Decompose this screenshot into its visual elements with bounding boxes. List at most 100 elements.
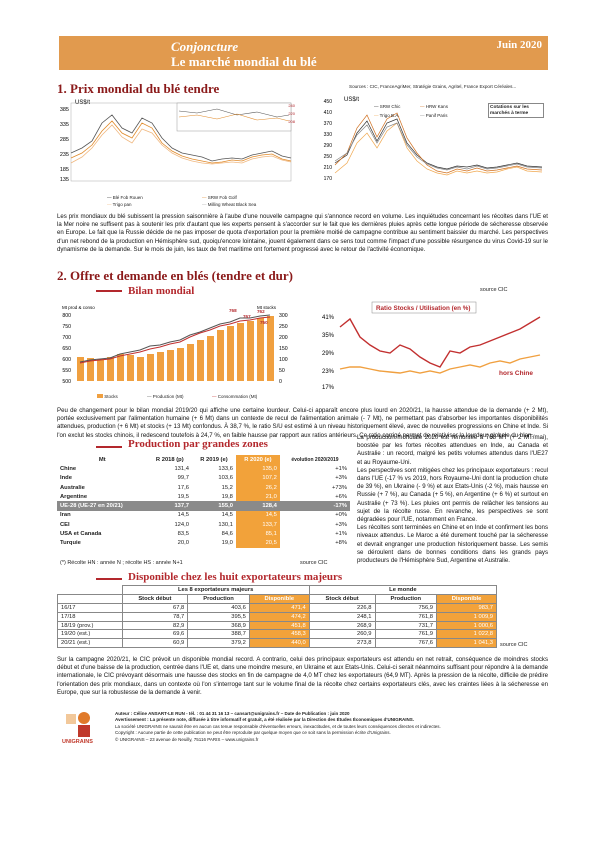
legend-consommation: — Consommation (Mt): [212, 394, 258, 399]
legend-trigo: — Trigo pan: [107, 202, 132, 207]
svg-text:240: 240: [288, 103, 295, 108]
header-title: Conjoncture: [171, 39, 239, 54]
sources-note: Sources : CIC, FranceAgriMer, Stratégie …: [349, 84, 517, 89]
zones-footnote: (*) Récolte HN : année N ; récolte HS : …: [60, 560, 183, 566]
svg-text:550: 550: [62, 368, 71, 374]
svg-text:hors Chine: hors Chine: [499, 370, 533, 377]
svg-text:210: 210: [324, 165, 333, 171]
header-subtitle: Le marché mondial du blé: [171, 54, 317, 69]
svg-text:410: 410: [324, 110, 333, 116]
legend-ble-rouen: — Blé Fob Rouen: [107, 195, 143, 200]
svg-text:41%: 41%: [322, 315, 335, 321]
svg-text:170: 170: [324, 176, 333, 182]
price-chart-2: US$/t 450 410 370 330 290 250 210 170 — SRW Chi…: [302, 93, 548, 213]
futures-note: Cotations sur les marchés à terme: [488, 103, 544, 118]
section1-paragraph: Les prix mondiaux du blé subissent la pr…: [57, 213, 548, 253]
svg-text:500: 500: [62, 379, 71, 385]
footer-text: Auteur : Céline ANSART-LE RUN - tél. : 0…: [115, 711, 441, 742]
legend-stocks: Stocks: [97, 394, 118, 399]
svg-text:Mt prod & conso: Mt prod & conso: [62, 305, 95, 310]
svg-text:762: 762: [257, 309, 265, 314]
legend-trigo-ba: — Trigo B.A.: [374, 113, 400, 118]
svg-text:23%: 23%: [322, 369, 335, 375]
table-row: USA et Canada 83,5 84,6 85,1 +1%: [60, 529, 347, 539]
dispo-title: Disponible chez les huit exportateurs ma…: [128, 571, 343, 583]
svg-text:768: 768: [229, 308, 237, 313]
table-row: 19/20 (est.) 69,6 388,7 458,3 260,9 761,9 1 02…: [57, 629, 497, 640]
header-banner: Conjoncture Le marché mondial du blé Jui…: [59, 36, 548, 70]
svg-text:700: 700: [62, 335, 71, 341]
svg-text:800: 800: [62, 313, 71, 319]
table-row: Australie 17,6 15,2 26,2 +73%: [60, 482, 347, 493]
svg-text:650: 650: [62, 346, 71, 352]
bilan-chart: Mt prod & conso Mt stocks 800 750 700 650 600…: [57, 302, 297, 404]
svg-text:300: 300: [279, 313, 288, 319]
section2-paragraph: Peu de changement pour le bilan mondial …: [57, 407, 548, 439]
svg-text:200: 200: [279, 335, 288, 341]
svg-text:185: 185: [60, 167, 69, 173]
zones-source: source CIC: [300, 560, 328, 566]
svg-text:100: 100: [279, 357, 288, 363]
footer-logo: UNIGRAINS: [62, 712, 102, 748]
svg-text:600: 600: [62, 357, 71, 363]
svg-text:250: 250: [279, 324, 288, 330]
table-row: 20/21 (est.) 60,9 379,2 440,0 273,8 767,6 1 04…: [57, 638, 497, 649]
svg-text:135: 135: [60, 177, 69, 183]
dispo-paragraph: Sur la campagne 2020/21, le CIC prévoit …: [57, 656, 548, 696]
svg-text:0: 0: [279, 379, 282, 385]
svg-text:50: 50: [279, 368, 285, 374]
svg-text:285: 285: [60, 137, 69, 143]
svg-text:290: 290: [324, 143, 333, 149]
svg-text:29%: 29%: [322, 351, 335, 357]
table-row: Inde 99,7 103,6 107,2 +3%: [60, 473, 347, 483]
table-row: Turquie 20,0 19,0 20,5 +8%: [60, 538, 347, 548]
table-row: Chine 131,4 133,6 135,0 +1%: [60, 464, 347, 474]
section1-title: 1. Prix mondial du blé tendre: [57, 81, 220, 96]
arrow-icon: [96, 290, 122, 292]
zones-paragraph: La production mondiale 2020 est remontée…: [357, 434, 548, 565]
svg-text:Ratio Stocks / Utilisation (en: Ratio Stocks / Utilisation (en %): [376, 305, 470, 312]
legend-black-sea: — Milling Wheat Black Sea: [202, 202, 257, 207]
svg-text:767: 767: [243, 314, 251, 319]
svg-text:250: 250: [324, 154, 333, 160]
table-row: Argentine 19,5 19,8 21,0 +6%: [60, 492, 347, 502]
header-date: Juin 2020: [496, 39, 542, 51]
legend-production: — Production (Mt): [147, 394, 184, 399]
svg-text:17%: 17%: [322, 385, 335, 391]
svg-text:US$/t: US$/t: [344, 97, 359, 103]
legend-srw-chic: — SRW Chic: [374, 104, 401, 109]
svg-text:35%: 35%: [322, 333, 335, 339]
dispo-source: source CIC: [500, 642, 528, 648]
table-row: 17/18 78,7 395,5 474,2 248,1 761,8 1 009,9: [57, 611, 497, 622]
bilan-source: source CIC: [480, 287, 508, 293]
section2-title: 2. Offre et demande en blés (tendre et d…: [57, 268, 294, 283]
table-row: Iran 14,5 14,5 14,5 +0%: [60, 510, 347, 521]
dispo-table: Les 8 exportateurs majeurs Le monde Stock…: [57, 585, 498, 649]
bilan-title: Bilan mondial: [128, 285, 195, 297]
svg-text:220: 220: [288, 111, 295, 116]
svg-text:330: 330: [324, 132, 333, 138]
ratio-chart: 41% 35% 29% 23% 17% Ratio Stocks / Utilisati…: [304, 297, 548, 405]
table-row: UE-28 (UE-27 en 20/21) 137,7 155,0 128,4 -17…: [57, 501, 350, 511]
arrow-icon: [96, 446, 122, 448]
svg-text:335: 335: [60, 122, 69, 128]
svg-text:Mt stocks: Mt stocks: [257, 305, 277, 310]
svg-text:385: 385: [60, 107, 69, 113]
table-row: 18/19 (prov.) 82,9 368,9 451,8 268,9 731,7 1 0…: [57, 620, 497, 631]
svg-text:150: 150: [279, 346, 288, 352]
svg-text:450: 450: [324, 99, 333, 105]
zones-table: Mt R 2018 (p) R 2019 (e) R 2020 (e) évol…: [57, 455, 350, 548]
svg-text:370: 370: [324, 121, 333, 127]
svg-text:750: 750: [62, 324, 71, 330]
svg-text:208: 208: [288, 119, 295, 124]
price-chart-1: US$/t 385 335 285 235 185 135 240 220 208 — Blé…: [57, 93, 296, 213]
zones-title: Production par grandes zones: [128, 438, 268, 450]
legend-srw-golf: — SRW Fob Golf: [202, 195, 237, 200]
arrow-icon: [96, 578, 122, 580]
legend-hrw-kans: — HRW Kans: [420, 104, 448, 109]
svg-text:235: 235: [60, 152, 69, 158]
legend-panif-paris: — Panif Paris: [420, 113, 448, 118]
svg-text:750: 750: [260, 320, 268, 325]
table-row: CEI 124,0 130,1 133,7 +3%: [60, 520, 347, 530]
